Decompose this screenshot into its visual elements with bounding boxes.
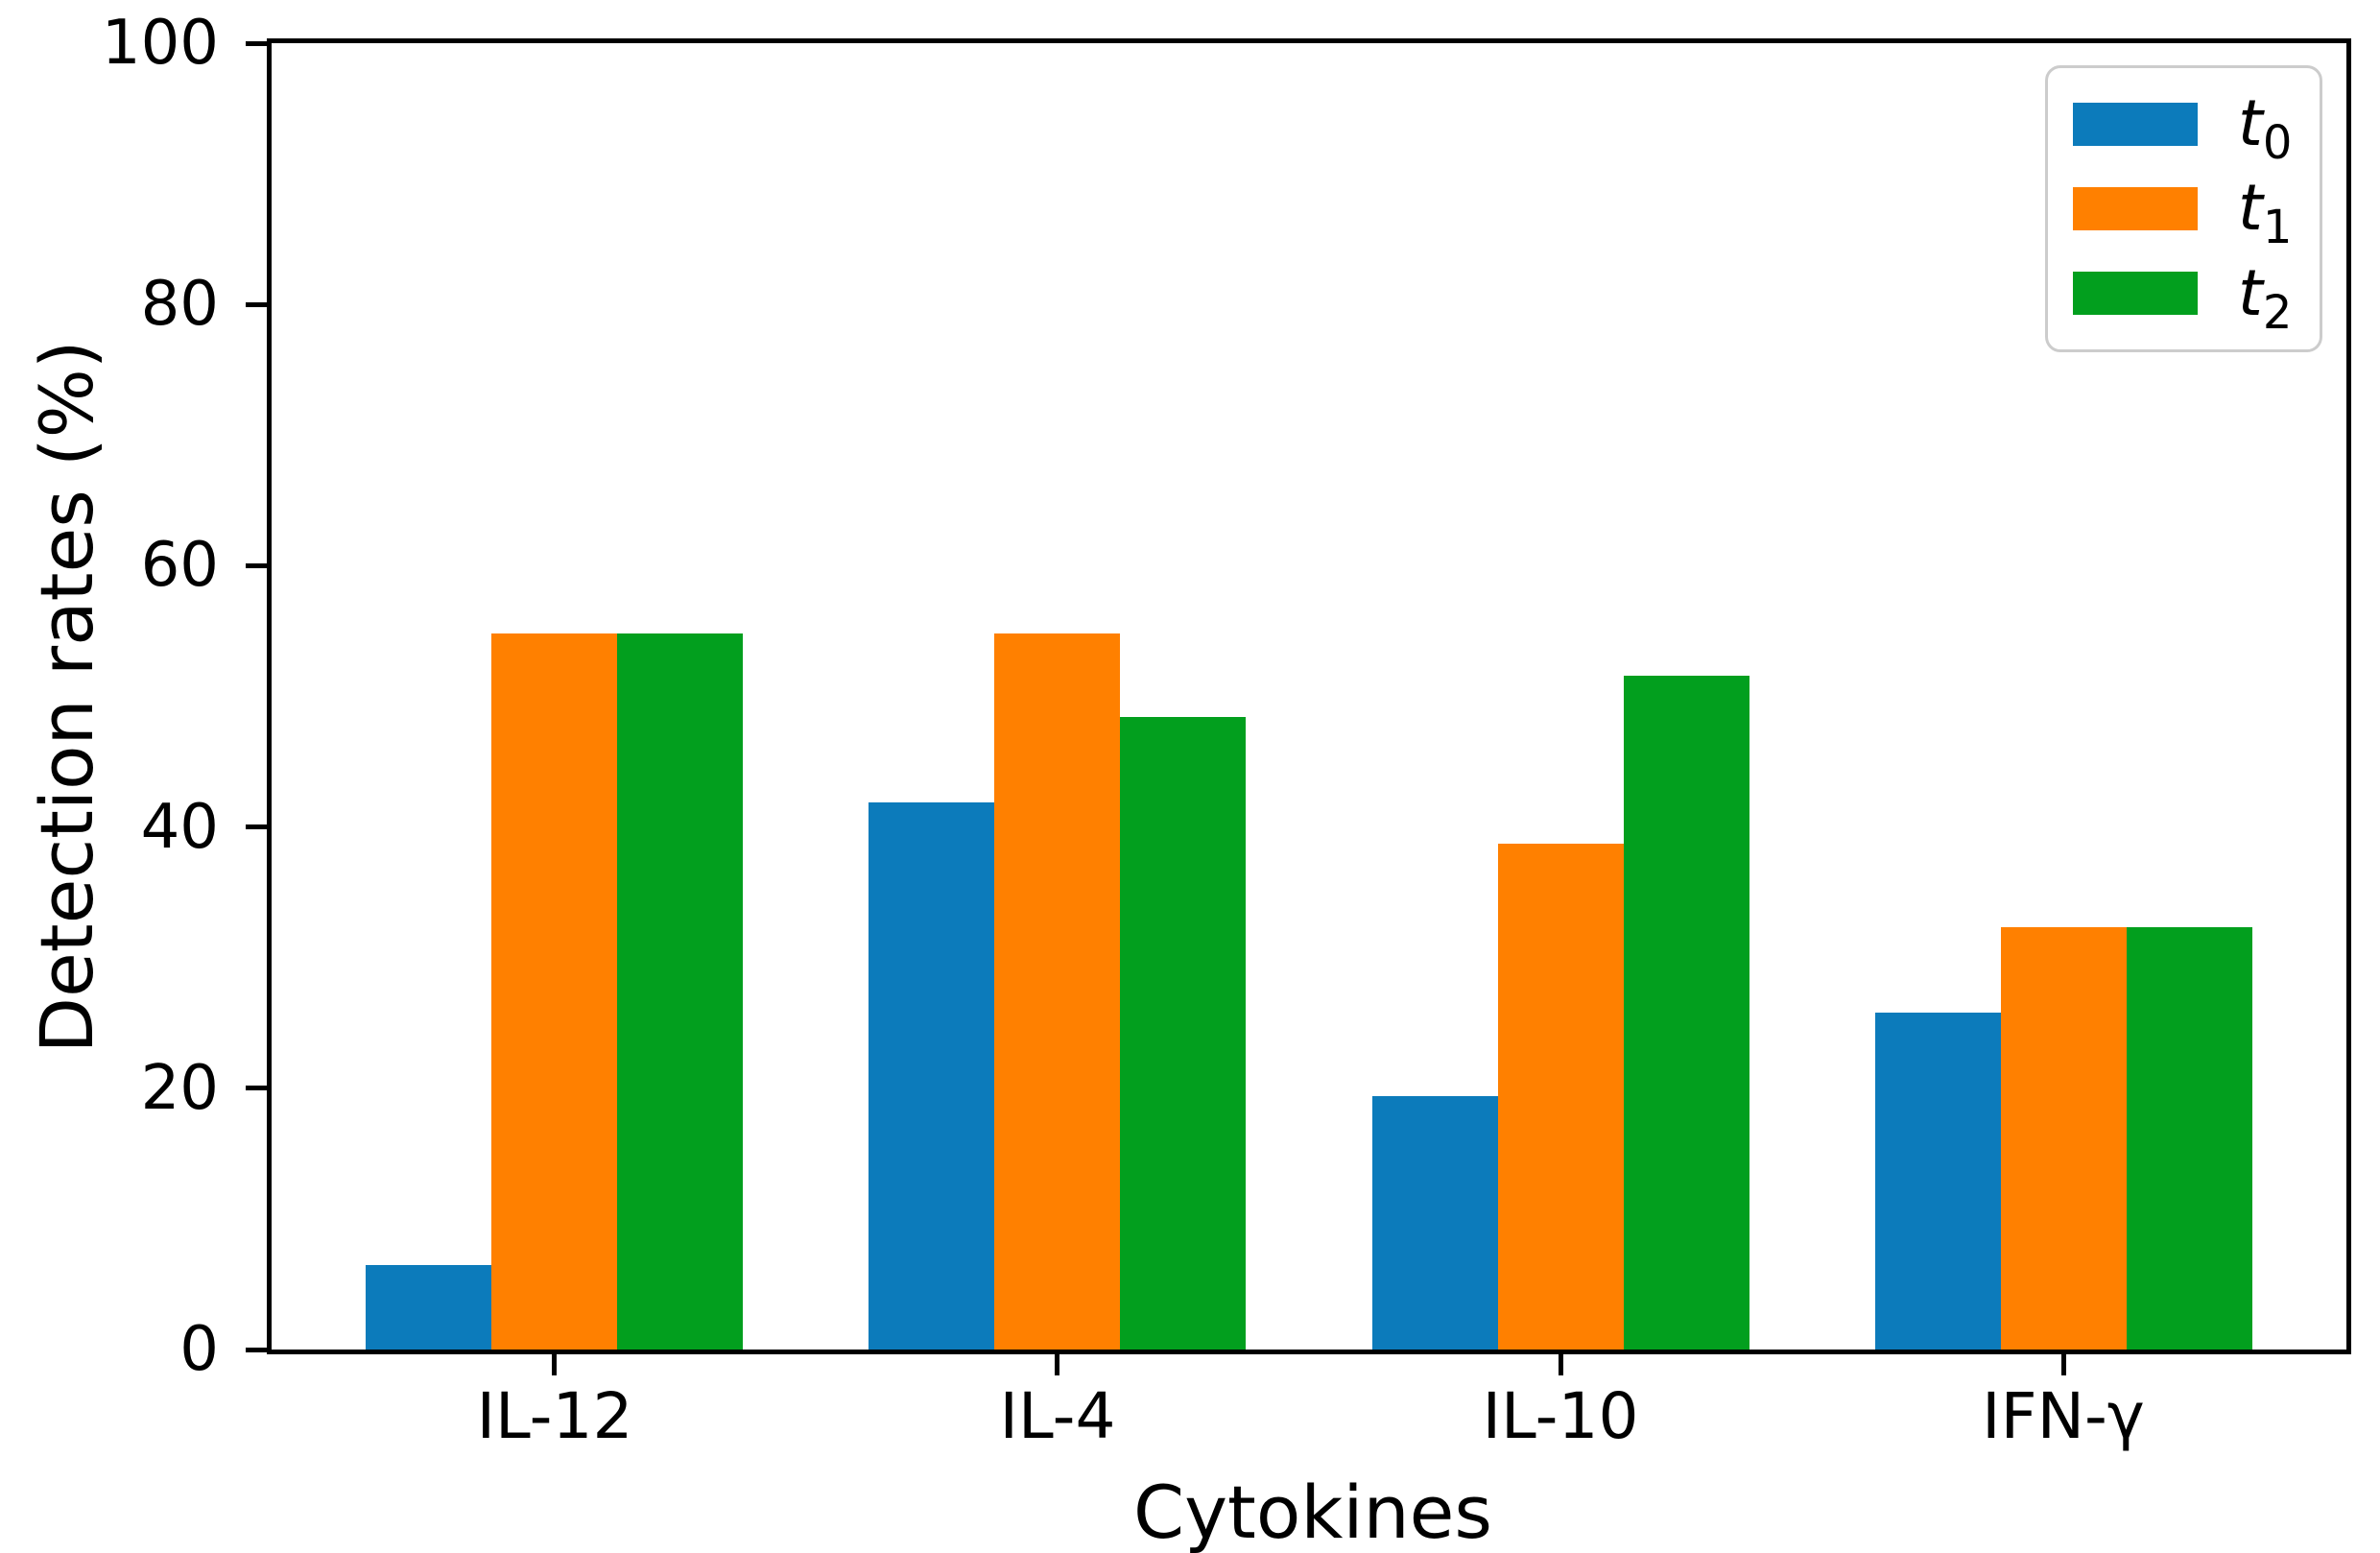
x-tick-label: IFN-γ: [1982, 1379, 2145, 1453]
y-tick: [246, 1086, 267, 1090]
legend-label: t1: [2238, 171, 2293, 255]
plot-area: [267, 38, 2351, 1354]
legend-swatch-icon: [2073, 272, 2198, 316]
y-tick: [246, 1348, 267, 1352]
bar-IL-12-t0: [366, 1265, 491, 1350]
x-tick: [1055, 1354, 1059, 1375]
legend-swatch-icon: [2073, 186, 2198, 230]
y-tick: [246, 824, 267, 829]
legend-entry-t0: t0: [2073, 86, 2295, 171]
x-axis-label: Cytokines: [1133, 1469, 1492, 1553]
bar-IL-4-t1: [994, 633, 1120, 1350]
legend-swatch-icon: [2073, 102, 2198, 146]
bar-IFN-γ-t2: [2127, 927, 2252, 1350]
y-tick-label: 0: [179, 1314, 219, 1385]
x-tick: [1559, 1354, 1563, 1375]
bar-IL-10-t2: [1624, 676, 1749, 1350]
x-tick: [552, 1354, 557, 1375]
bar-IFN-γ-t0: [1875, 1013, 2001, 1350]
y-tick: [246, 563, 267, 568]
y-tick-label: 80: [140, 269, 219, 340]
y-tick-label: 40: [140, 792, 219, 863]
bar-IL-4-t0: [869, 802, 994, 1350]
y-axis-label: Detection rates (%): [24, 340, 109, 1054]
y-tick-label: 60: [140, 530, 219, 601]
legend-entry-t1: t1: [2073, 171, 2295, 255]
bar-IL-12-t2: [617, 633, 743, 1350]
x-tick: [2061, 1354, 2066, 1375]
bar-IL-10-t0: [1372, 1096, 1498, 1350]
y-tick: [246, 302, 267, 307]
bar-IL-10-t1: [1498, 844, 1624, 1350]
bar-IL-4-t2: [1120, 717, 1246, 1350]
bar-IL-12-t1: [491, 633, 617, 1350]
legend-label: t0: [2238, 86, 2293, 171]
x-tick-label: IL-12: [476, 1379, 633, 1453]
bar-IFN-γ-t1: [2001, 927, 2127, 1350]
y-tick-label: 20: [140, 1053, 219, 1124]
y-tick: [246, 41, 267, 46]
legend-entry-t2: t2: [2073, 255, 2295, 340]
x-tick-label: IL-10: [1482, 1379, 1639, 1453]
legend: t0 t1 t2: [2045, 65, 2322, 352]
x-tick-label: IL-4: [999, 1379, 1116, 1453]
y-tick-label: 100: [101, 8, 219, 79]
legend-label: t2: [2238, 255, 2293, 340]
